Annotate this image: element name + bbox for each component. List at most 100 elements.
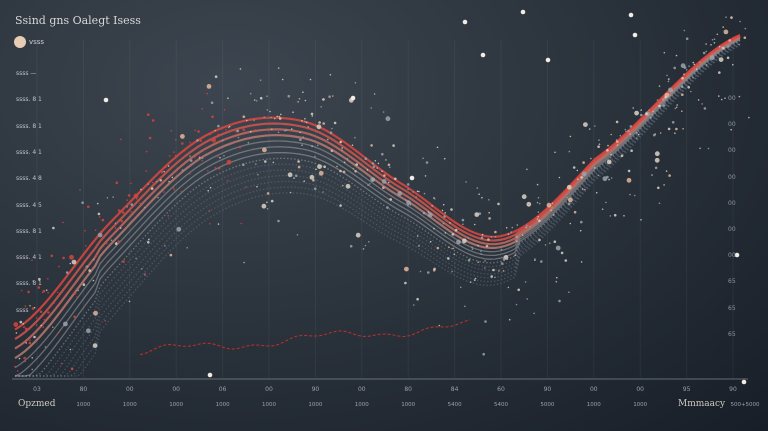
data-point (81, 201, 84, 204)
data-point (580, 261, 583, 263)
data-point (728, 39, 731, 42)
data-point (341, 147, 343, 149)
data-point (723, 29, 729, 35)
data-point (354, 170, 357, 173)
data-point (206, 92, 208, 95)
data-point (225, 163, 228, 166)
data-point (516, 224, 519, 226)
data-point (654, 151, 660, 157)
data-point (87, 205, 90, 209)
data-point (381, 179, 387, 184)
data-point (242, 115, 246, 118)
data-point (98, 216, 101, 218)
data-point (490, 275, 494, 278)
data-point (219, 156, 221, 159)
data-point (103, 97, 109, 103)
data-point (189, 141, 191, 144)
x-tick-label: 00 (589, 386, 598, 393)
x-tick-label: 00 (636, 386, 645, 393)
data-point (370, 177, 376, 182)
data-point (422, 211, 426, 215)
data-point (317, 144, 319, 147)
data-point (711, 39, 714, 41)
data-point (615, 120, 619, 124)
data-point (427, 211, 430, 213)
data-point (277, 67, 280, 69)
data-point (252, 148, 254, 150)
data-point (211, 137, 217, 143)
data-point (741, 379, 747, 385)
data-point (24, 305, 27, 307)
data-point (147, 241, 150, 244)
data-point (488, 217, 491, 220)
data-point (128, 300, 131, 303)
data-point (705, 64, 708, 66)
data-point (650, 116, 652, 119)
data-point (115, 181, 119, 185)
data-point (304, 118, 306, 120)
data-point (451, 270, 453, 273)
data-point (281, 78, 284, 81)
data-point (544, 244, 547, 246)
data-point (114, 227, 117, 229)
data-point (718, 95, 720, 97)
data-point (285, 129, 288, 131)
data-point (683, 29, 686, 32)
data-point (629, 133, 631, 135)
data-point (703, 107, 707, 110)
data-point (157, 196, 159, 199)
data-point (443, 215, 446, 218)
data-point (263, 116, 266, 118)
data-point (278, 117, 282, 120)
data-point (681, 77, 684, 80)
data-point (14, 365, 16, 368)
data-point (610, 153, 612, 156)
data-point (538, 202, 541, 205)
data-point (31, 307, 35, 310)
data-point (130, 182, 132, 185)
data-point (488, 211, 491, 214)
data-point (709, 55, 715, 61)
data-point (302, 136, 305, 138)
data-point (442, 203, 445, 206)
data-point (444, 232, 447, 234)
data-point (47, 291, 49, 294)
data-point (629, 125, 633, 128)
data-point (38, 277, 41, 281)
data-point (164, 165, 167, 169)
x-tick-label: 80 (79, 386, 88, 393)
data-point (449, 222, 451, 224)
data-point (328, 95, 331, 98)
data-point (484, 260, 486, 262)
y-tick-label-left: ssss. 8 1 (16, 280, 42, 288)
data-point (454, 228, 458, 232)
data-point (488, 199, 490, 201)
data-point (453, 253, 456, 256)
data-point (342, 170, 346, 174)
data-point (630, 149, 633, 152)
data-point (556, 276, 558, 279)
data-point (145, 150, 148, 153)
data-point (209, 133, 211, 136)
data-point (627, 129, 630, 133)
data-point (608, 178, 610, 181)
data-point (138, 192, 140, 194)
data-point (221, 139, 224, 142)
data-point (266, 109, 269, 111)
data-point (31, 368, 33, 371)
data-point (352, 167, 355, 170)
data-point (632, 107, 634, 109)
data-point (249, 130, 252, 133)
data-point (524, 281, 527, 283)
data-point (208, 210, 211, 212)
data-point (167, 215, 170, 217)
y-tick-label-right: 00 (728, 121, 736, 129)
data-point (451, 233, 455, 236)
data-point (294, 174, 298, 177)
data-point (676, 104, 678, 106)
data-point (710, 44, 712, 46)
data-point (266, 192, 270, 195)
data-point (321, 98, 324, 101)
data-point (376, 167, 379, 169)
data-point (243, 261, 245, 264)
